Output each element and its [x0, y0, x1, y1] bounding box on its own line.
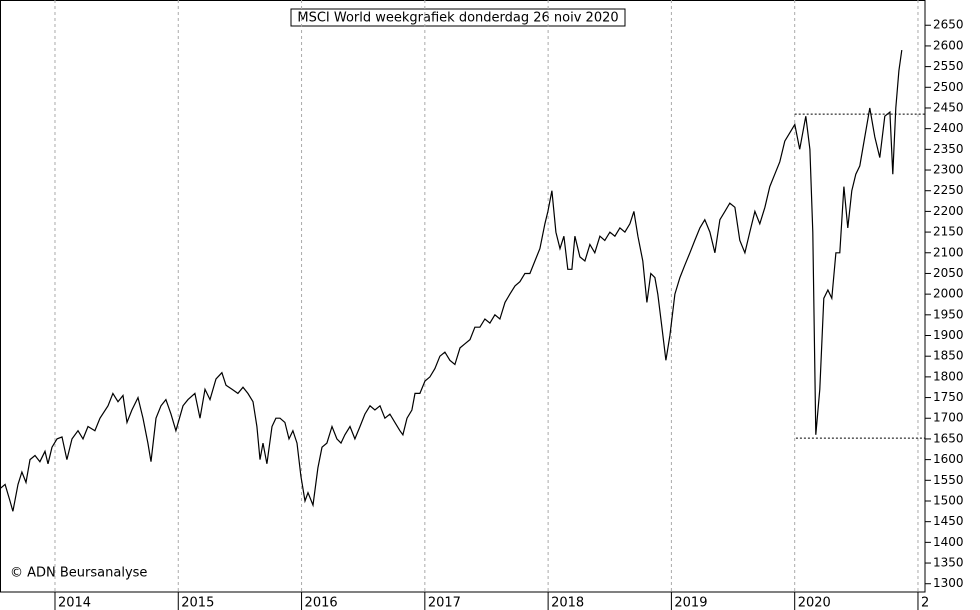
y-tick-label: 2650 — [933, 18, 964, 32]
y-tick-label: 2200 — [933, 204, 964, 218]
x-labels: 2014 2015 2016 2017 2018 2019 2020 2021 — [58, 596, 954, 610]
y-tick-label: 1800 — [933, 369, 964, 383]
y-tick-label: 2150 — [933, 225, 964, 239]
y-tick-label: 1950 — [933, 307, 964, 321]
x-tick-label: 2020 — [798, 596, 831, 610]
x-tick-label: 2019 — [674, 596, 707, 610]
plot-frame — [0, 0, 926, 593]
y-tick-label: 1900 — [933, 328, 964, 342]
y-tick-label: 2000 — [933, 287, 964, 301]
y-tick-label: 1550 — [933, 473, 964, 487]
y-tick-label: 1600 — [933, 452, 964, 466]
y-tick-label: 1300 — [933, 576, 964, 590]
y-tick-label: 1750 — [933, 390, 964, 404]
chart-title: MSCI World weekgrafiek donderdag 26 noiv… — [297, 11, 618, 26]
y-tick-label: 1850 — [933, 349, 964, 363]
x-tick-label: 2021 — [921, 596, 954, 610]
x-tick-label: 2014 — [58, 596, 91, 610]
y-tick-label: 2400 — [933, 121, 964, 135]
y-tick-label: 1650 — [933, 431, 964, 445]
x-tick-label: 2017 — [428, 596, 461, 610]
y-tick-label: 2350 — [933, 142, 964, 156]
y-tick-label: 2300 — [933, 163, 964, 177]
credit: © ADN Beursanalyse — [10, 566, 147, 581]
y-tick-label: 1450 — [933, 514, 964, 528]
y-tick-label: 2100 — [933, 245, 964, 259]
price-line — [0, 50, 903, 512]
y-tick-label: 1500 — [933, 493, 964, 507]
y-tick-label: 1400 — [933, 535, 964, 549]
y-tick-label: 2550 — [933, 59, 964, 73]
y-tick-label: 2050 — [933, 266, 964, 280]
x-tick-label: 2016 — [305, 596, 338, 610]
y-tick-label: 1350 — [933, 556, 964, 570]
y-tick-label: 2500 — [933, 80, 964, 94]
y-tick-label: 2600 — [933, 38, 964, 52]
y-tick-label: 1700 — [933, 411, 964, 425]
y-tick-label: 2250 — [933, 183, 964, 197]
x-tick-label: 2015 — [181, 596, 214, 610]
y-tick-label: 2450 — [933, 100, 964, 114]
title-box — [290, 8, 626, 27]
x-tick-label: 2018 — [551, 596, 584, 610]
